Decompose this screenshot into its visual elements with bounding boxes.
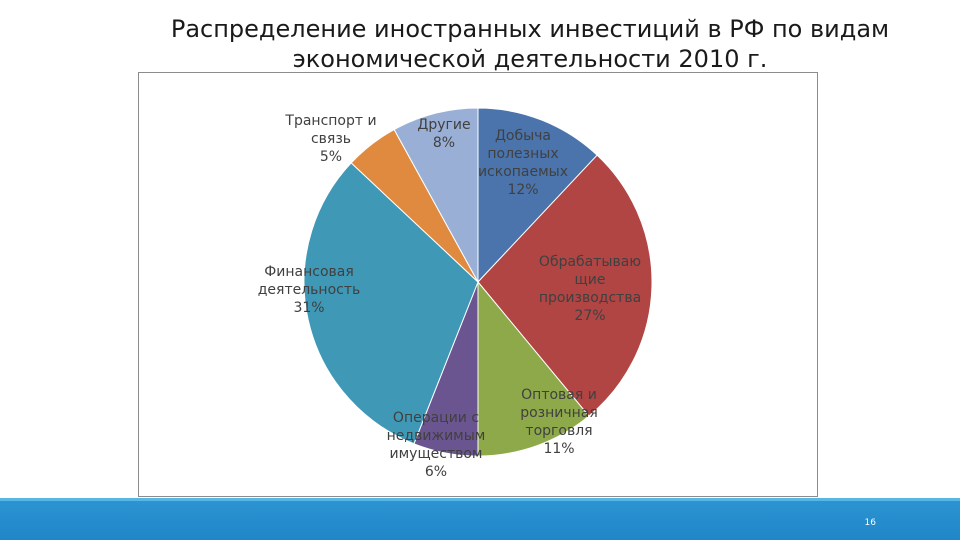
pie-chart: Добыча полезных ископаемых 12% Обрабатываю щи… [258,107,653,480]
slice-label-line: недвижимым [387,428,486,444]
pie-slice-4 [303,162,479,445]
pie-slice-0 [477,107,598,284]
slice-label-line: 5% [320,149,342,165]
slice-label-line: Транспорт и [284,113,376,129]
slice-label-line: розничная [520,405,598,421]
slice-label-line: полезных [487,146,558,162]
slice-label-line: Финансовая [264,264,354,280]
slice-label-line: Другие [417,117,470,133]
slice-label-line: 31% [293,300,324,316]
footer-bar: 16 [0,498,960,540]
footer-stripe [0,498,960,501]
title-line-1: Распределение иностранных инвестиций в Р… [170,15,890,43]
slice-label-line: Оптовая и [521,387,597,403]
slice-label-line: производства [539,290,641,306]
pie-slice-6 [393,107,479,283]
slice-label-line: имуществом [390,446,483,462]
chart-frame: Добыча полезных ископаемых 12% Обрабатываю щи… [138,72,818,497]
page-number: 16 [864,518,876,528]
pie-slice-2 [477,280,590,457]
slice-label-line: щие [575,272,606,288]
slice-label-5: Транспорт и связь 5% [284,113,376,165]
slice-label-0: Добыча полезных ископаемых 12% [478,128,568,198]
slice-label-1: Обрабатываю щие производства 27% [539,254,641,324]
slice-label-line: торговля [525,423,592,439]
slice-label-line: 27% [574,308,605,324]
slice-label-line: 8% [433,135,455,151]
slide-title: Распределение иностранных инвестиций в Р… [150,14,910,74]
slice-label-4: Финансовая деятельность 31% [258,264,361,316]
slice-label-line: 6% [425,464,447,480]
slice-label-line: связь [311,131,351,147]
title-line-2: экономической деятельности 2010 г. [292,45,768,73]
slice-label-2: Оптовая и розничная торговля 11% [520,387,598,457]
slice-label-3: Операции с недвижимым имуществом 6% [387,410,486,480]
slice-label-line: ископаемых [478,164,568,180]
slice-label-line: 11% [543,441,574,457]
pie-slice-1 [477,154,653,417]
slice-label-line: деятельность [258,282,361,298]
slice-label-line: Обрабатываю [539,254,641,270]
slice-label-line: 12% [507,182,538,198]
slice-label-line: Операции с [393,410,479,426]
slice-label-6: Другие 8% [417,117,470,151]
slice-label-line: Добыча [495,128,551,144]
